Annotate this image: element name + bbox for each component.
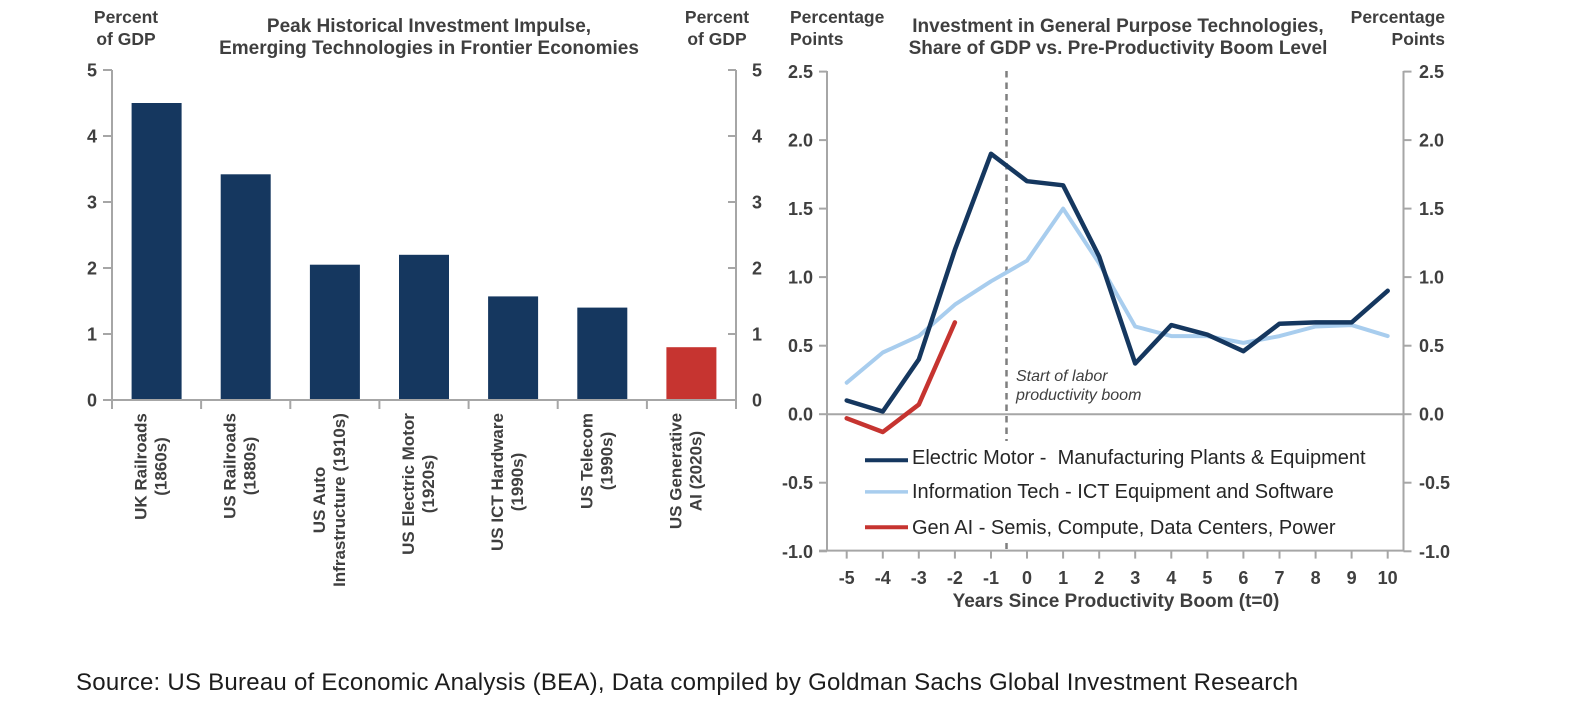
- svg-text:2.5: 2.5: [788, 62, 813, 82]
- svg-text:0: 0: [752, 391, 762, 411]
- svg-text:-1: -1: [983, 568, 999, 588]
- svg-text:UK Railroads: UK Railroads: [132, 413, 151, 520]
- svg-text:8: 8: [1311, 568, 1321, 588]
- svg-text:Gen AI - Semis, Compute, Data: Gen AI - Semis, Compute, Data Centers, P…: [912, 517, 1336, 539]
- svg-text:1.5: 1.5: [1419, 199, 1444, 219]
- svg-text:Share of GDP vs. Pre-Productiv: Share of GDP vs. Pre-Productivity Boom L…: [909, 38, 1328, 59]
- svg-text:AI (2020s): AI (2020s): [686, 431, 705, 511]
- svg-text:2: 2: [752, 259, 762, 279]
- svg-text:3: 3: [1130, 568, 1140, 588]
- svg-text:0.5: 0.5: [1419, 336, 1444, 356]
- svg-text:Percentage: Percentage: [790, 7, 885, 27]
- svg-text:US Electric Motor: US Electric Motor: [399, 413, 418, 555]
- svg-text:(1990s): (1990s): [508, 453, 527, 512]
- svg-text:Electric Motor - Manufacturin: Electric Motor - Manufacturing Plants & …: [912, 447, 1366, 469]
- svg-text:Peak Historical Investment Imp: Peak Historical Investment Impulse,: [267, 16, 591, 37]
- svg-text:0: 0: [87, 391, 97, 411]
- svg-text:1: 1: [1058, 568, 1068, 588]
- svg-text:5: 5: [87, 61, 97, 81]
- svg-text:-0.5: -0.5: [1419, 473, 1450, 493]
- svg-text:4: 4: [87, 127, 97, 147]
- svg-text:-2: -2: [947, 568, 963, 588]
- svg-text:Infrastructure (1910s): Infrastructure (1910s): [330, 413, 349, 587]
- svg-text:2.0: 2.0: [1419, 131, 1444, 151]
- svg-text:2.0: 2.0: [788, 131, 813, 151]
- svg-text:(1880s): (1880s): [241, 437, 260, 496]
- svg-text:Percentage: Percentage: [1351, 7, 1446, 27]
- svg-text:-4: -4: [875, 568, 891, 588]
- svg-text:Source: US Bureau of Economic: Source: US Bureau of Economic Analysis (…: [76, 669, 1298, 696]
- svg-text:-0.5: -0.5: [782, 473, 813, 493]
- svg-text:0.5: 0.5: [788, 336, 813, 356]
- svg-text:-1.0: -1.0: [1419, 542, 1450, 562]
- svg-text:of GDP: of GDP: [96, 29, 156, 49]
- svg-text:7: 7: [1274, 568, 1284, 588]
- svg-text:5: 5: [1202, 568, 1212, 588]
- svg-text:US Generative: US Generative: [666, 413, 685, 529]
- svg-text:3: 3: [752, 193, 762, 213]
- svg-text:6: 6: [1238, 568, 1248, 588]
- svg-text:2: 2: [87, 259, 97, 279]
- svg-text:10: 10: [1378, 568, 1398, 588]
- svg-text:-3: -3: [911, 568, 927, 588]
- svg-text:-1.0: -1.0: [782, 542, 813, 562]
- svg-text:0: 0: [1022, 568, 1032, 588]
- svg-text:3: 3: [87, 193, 97, 213]
- svg-text:Percent: Percent: [685, 7, 749, 27]
- svg-text:of GDP: of GDP: [687, 29, 747, 49]
- svg-text:1.0: 1.0: [788, 268, 813, 288]
- svg-text:(1920s): (1920s): [419, 455, 438, 514]
- svg-text:4: 4: [752, 127, 762, 147]
- svg-text:US ICT Hardware: US ICT Hardware: [488, 413, 507, 551]
- svg-text:0.0: 0.0: [1419, 405, 1444, 425]
- svg-text:(1860s): (1860s): [152, 437, 171, 496]
- svg-text:2.5: 2.5: [1419, 62, 1444, 82]
- svg-text:0.0: 0.0: [788, 405, 813, 425]
- svg-text:US Auto: US Auto: [310, 467, 329, 533]
- svg-text:Emerging Technologies in Front: Emerging Technologies in Frontier Econom…: [219, 38, 639, 59]
- svg-text:1: 1: [752, 325, 762, 345]
- svg-text:-5: -5: [839, 568, 855, 588]
- svg-text:Points: Points: [790, 29, 844, 49]
- svg-text:1.5: 1.5: [788, 199, 813, 219]
- svg-text:US Telecom: US Telecom: [577, 413, 596, 509]
- svg-text:(1990s): (1990s): [597, 432, 616, 491]
- svg-text:productivity boom: productivity boom: [1015, 387, 1141, 404]
- svg-text:Percent: Percent: [94, 7, 158, 27]
- svg-text:1.0: 1.0: [1419, 268, 1444, 288]
- svg-text:US Railroads: US Railroads: [221, 413, 240, 519]
- svg-text:Information Tech - ICT Equipme: Information Tech - ICT Equipment and Sof…: [912, 481, 1334, 503]
- svg-text:Points: Points: [1392, 29, 1446, 49]
- svg-text:Start of labor: Start of labor: [1016, 368, 1108, 385]
- svg-text:4: 4: [1166, 568, 1176, 588]
- svg-text:2: 2: [1094, 568, 1104, 588]
- svg-text:Investment in General Purpose: Investment in General Purpose Technologi…: [912, 16, 1323, 37]
- svg-text:5: 5: [752, 61, 762, 81]
- svg-text:Years Since Productivity Boom: Years Since Productivity Boom (t=0): [953, 591, 1280, 612]
- svg-text:9: 9: [1347, 568, 1357, 588]
- svg-text:1: 1: [87, 325, 97, 345]
